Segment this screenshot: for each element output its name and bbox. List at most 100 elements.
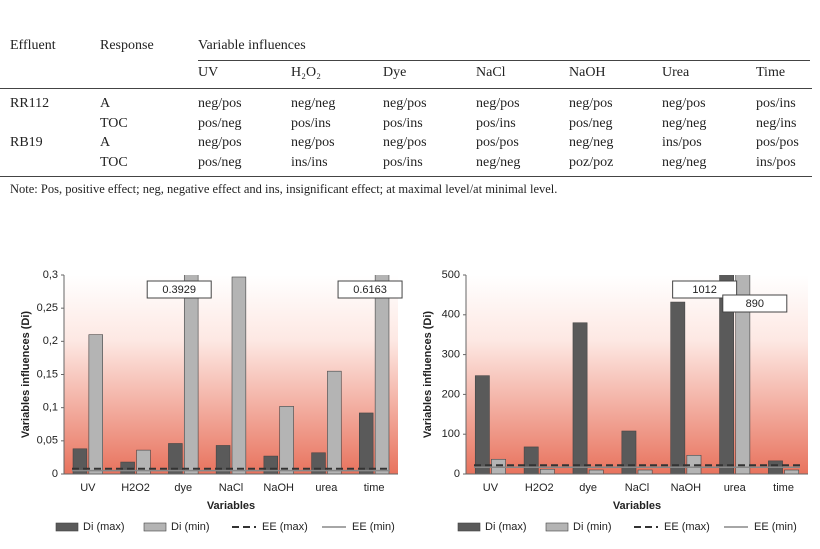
- bar: [719, 275, 735, 474]
- column-header: Time: [756, 65, 786, 80]
- table-cell: pos/pos: [756, 135, 799, 151]
- bar: [327, 370, 342, 474]
- effluent-cell: RB19: [10, 135, 43, 151]
- column-header: UV: [198, 65, 219, 80]
- legend-label: EE (min): [754, 521, 797, 533]
- plot-background: [64, 275, 398, 474]
- y-tick-label: 0: [52, 468, 58, 480]
- column-header: Dye: [383, 65, 407, 80]
- table-cell: pos/neg: [569, 115, 613, 131]
- table-cell: pos/pos: [476, 135, 519, 151]
- bar: [279, 406, 294, 474]
- legend-swatch: [545, 522, 569, 532]
- value-label: 890: [746, 298, 764, 310]
- x-tick-label: time: [364, 482, 385, 494]
- legend-swatch: [143, 522, 167, 532]
- x-tick-label: dye: [174, 482, 192, 494]
- bar: [539, 468, 555, 474]
- table-cell: pos/ins: [291, 115, 331, 131]
- y-tick-label: 400: [442, 309, 460, 321]
- x-tick-label: UV: [80, 482, 96, 494]
- x-tick-label: dye: [579, 482, 597, 494]
- rule: [0, 176, 812, 177]
- table: Effluent Response Variable influences UV H₂O…: [0, 0, 820, 250]
- y-tick-label: 0,15: [37, 368, 58, 380]
- column-header: Urea: [662, 65, 690, 80]
- table-cell: neg/neg: [476, 155, 521, 171]
- value-label-box: [672, 280, 738, 299]
- rule: [0, 88, 812, 89]
- table-cell: pos/ins: [383, 115, 423, 131]
- x-tick-label: NaOH: [671, 482, 702, 494]
- value-label-box: [722, 294, 788, 313]
- x-axis-title: Variables: [207, 500, 255, 512]
- legend-label: EE (max): [664, 521, 710, 533]
- table-note: Note: Pos, positive effect; neg, negativ…: [10, 182, 558, 196]
- table-cell: neg/neg: [662, 155, 707, 171]
- effluent-cell: RR112: [10, 96, 50, 111]
- table-cell: pos/ins: [756, 96, 796, 111]
- table-cell: neg/pos: [198, 96, 242, 111]
- x-tick-label: urea: [724, 482, 747, 494]
- legend-label: EE (max): [262, 521, 308, 533]
- bar: [474, 375, 490, 474]
- table-cell: neg/pos: [476, 96, 520, 111]
- table-cell: neg/neg: [569, 135, 614, 151]
- table-cell: neg/neg: [662, 115, 707, 131]
- bar: [588, 469, 604, 474]
- y-tick-label: 100: [442, 428, 460, 440]
- y-axis-title: Variables influences (Di): [422, 311, 434, 438]
- header-cell: Variable influences: [198, 38, 306, 53]
- legend-label: Di (max): [83, 521, 125, 533]
- x-tick-label: NaCl: [625, 482, 649, 494]
- header-cell: Effluent: [10, 38, 56, 53]
- table-cell: neg/neg: [291, 96, 336, 111]
- y-tick-label: 0,05: [37, 435, 58, 447]
- value-label: 0.3929: [162, 284, 196, 296]
- y-tick-label: 0,3: [43, 269, 58, 281]
- table-cell: pos/ins: [383, 155, 423, 171]
- table-cell: neg/pos: [383, 135, 427, 151]
- value-label-box: [337, 280, 403, 299]
- column-header: H₂O₂: [291, 65, 321, 80]
- legend-label: EE (min): [352, 521, 395, 533]
- bar: [359, 412, 374, 474]
- bar: [572, 322, 588, 474]
- value-label: 1012: [692, 284, 716, 296]
- column-header: NaOH: [569, 65, 606, 80]
- legend-label: Di (min): [171, 521, 210, 533]
- bar: [374, 275, 390, 474]
- charts: 0 0,05 0,1 0,15 0,2 0,25 0,3 UV H2O2 dye NaCl NaOH u…: [20, 269, 808, 533]
- bar: [231, 276, 247, 474]
- table-cell: poz/poz: [569, 155, 614, 171]
- x-tick-label: urea: [315, 482, 338, 494]
- table-cell: ins/pos: [662, 135, 702, 151]
- bar: [735, 275, 751, 474]
- response-cell: A: [100, 96, 111, 111]
- legend-label: Di (min): [573, 521, 612, 533]
- y-tick-label: 200: [442, 388, 460, 400]
- bar: [523, 446, 539, 474]
- bar: [637, 469, 653, 474]
- bar: [784, 469, 800, 474]
- bar: [88, 334, 103, 474]
- legend-label: Di (max): [485, 521, 527, 533]
- table-cell: pos/neg: [198, 155, 242, 171]
- value-label-box: [146, 280, 212, 299]
- table-cell: ins/pos: [756, 155, 796, 171]
- x-tick-label: time: [773, 482, 794, 494]
- table-cell: pos/neg: [198, 115, 242, 131]
- y-tick-label: 0: [454, 468, 460, 480]
- y-axis-title: Variables influences (Di): [20, 311, 32, 438]
- table-cell: neg/pos: [383, 96, 427, 111]
- rule: [198, 60, 810, 61]
- y-tick-label: 0,1: [43, 402, 58, 414]
- header-cell: Response: [100, 38, 154, 53]
- x-tick-label: UV: [483, 482, 499, 494]
- x-axis-title: Variables: [613, 500, 661, 512]
- table-cell: ins/ins: [291, 155, 328, 171]
- x-tick-label: NaCl: [219, 482, 243, 494]
- table-cell: neg/pos: [291, 135, 335, 151]
- bar: [621, 430, 637, 474]
